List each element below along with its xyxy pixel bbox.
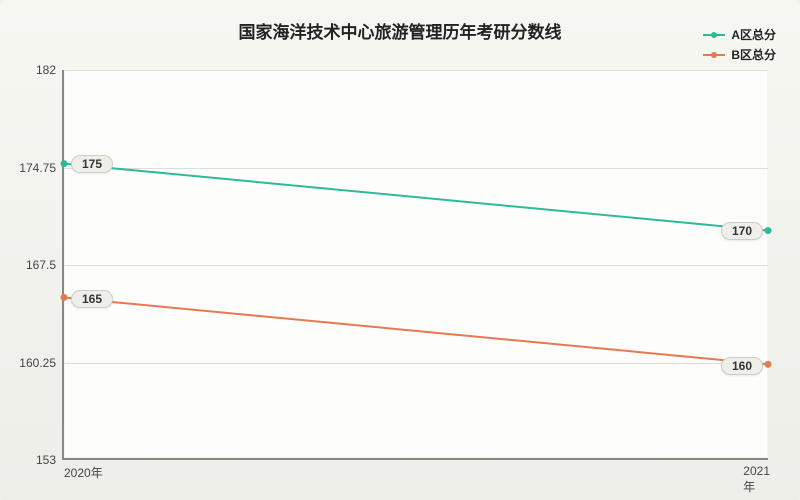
x-tick-label: 2021年 bbox=[743, 464, 770, 495]
y-tick-label: 174.75 bbox=[19, 161, 56, 175]
x-tick-label: 2020年 bbox=[64, 464, 103, 481]
legend-item-b: B区总分 bbox=[703, 46, 776, 63]
legend-swatch-b bbox=[703, 54, 725, 56]
legend: A区总分 B区总分 bbox=[703, 26, 776, 66]
point-label: 165 bbox=[71, 290, 113, 308]
chart-container: 国家海洋技术中心旅游管理历年考研分数线 A区总分 B区总分 153160.251… bbox=[0, 0, 800, 500]
point-label: 160 bbox=[721, 357, 763, 375]
chart-title: 国家海洋技术中心旅游管理历年考研分数线 bbox=[0, 18, 800, 43]
legend-swatch-a bbox=[703, 34, 725, 36]
y-tick-label: 167.5 bbox=[26, 258, 56, 272]
plot-area: 153160.25167.5174.751822020年2021年1751701… bbox=[62, 70, 768, 460]
y-tick-label: 182 bbox=[36, 63, 56, 77]
series-line bbox=[64, 70, 768, 458]
y-tick-label: 160.25 bbox=[19, 356, 56, 370]
legend-item-a: A区总分 bbox=[703, 26, 776, 43]
legend-label-b: B区总分 bbox=[731, 46, 776, 63]
y-tick-label: 153 bbox=[36, 453, 56, 467]
legend-label-a: A区总分 bbox=[731, 26, 776, 43]
